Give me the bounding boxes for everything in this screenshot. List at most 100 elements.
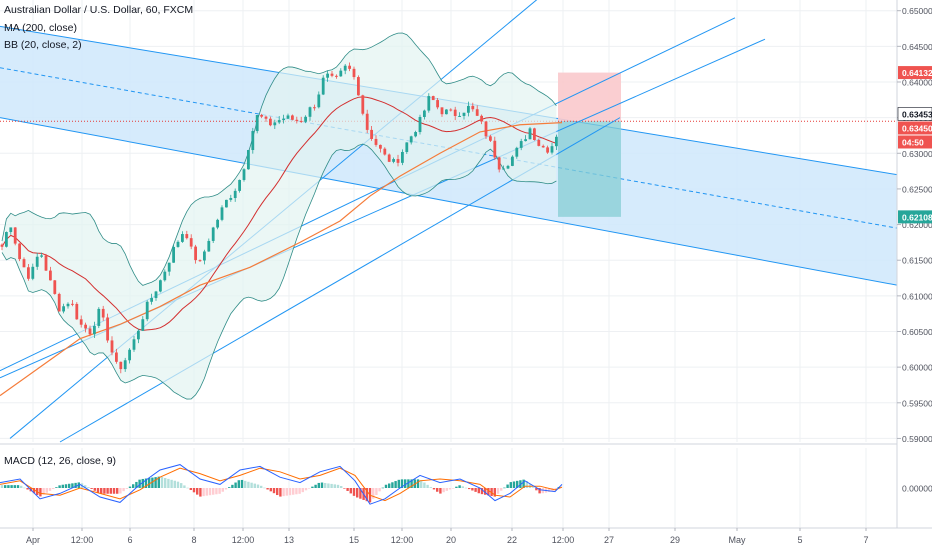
candle-body [524,139,527,142]
macd-histogram-bar [410,479,413,488]
channel-lower-line [0,117,898,286]
candle-body [396,159,400,163]
time-tick-label: 12:00 [232,535,255,545]
candle-body [528,128,532,140]
macd-histogram-bar [112,488,116,494]
price-candles [0,62,558,374]
bb-legend[interactable]: BB (20, close, 2) [4,39,82,51]
macd-histogram-bar [141,478,144,488]
candle-body [555,136,558,147]
candle-body [387,154,391,162]
macd-line [0,464,563,505]
candle-body [185,234,189,239]
candle-body [163,271,167,281]
macd-histogram-bar [52,488,55,490]
macd-histogram-bar [247,481,250,488]
macd-histogram-bar [202,488,205,497]
time-tick-label: 27 [604,535,614,545]
macd-histogram-bar [64,484,68,488]
macd-histogram-bar [506,484,509,488]
candle-body [27,267,30,279]
macd-histogram-bar [186,487,189,489]
macd-histogram-bar [525,481,528,488]
macd-histogram-bar [464,487,468,489]
macd-histogram-bar [122,488,125,492]
macd-histogram-bar [7,485,10,488]
macd-histogram-bar [45,488,48,493]
time-tick-label: 12:00 [391,535,414,545]
macd-histogram-bar [416,479,420,488]
macd-histogram-bar [442,488,445,493]
macd-histogram-bar [84,485,87,488]
macd-histogram-bar [55,487,58,488]
candle-body [418,116,422,133]
candle-body [277,120,281,123]
macd-histogram-bar [548,488,551,492]
macd-histogram-bar [256,484,260,488]
candle-body [370,129,373,139]
symbol-title[interactable]: Australian Dollar / U.S. Dollar, 60, FXC… [4,4,194,16]
macd-histogram-bar [170,479,173,488]
candle-body [431,96,435,101]
macd-histogram-bar [196,488,199,495]
candle-body [321,77,325,95]
macd-histogram-bar [183,485,186,488]
candle-body [123,360,127,370]
price-tick-label: 0.65000 [902,6,932,16]
macd-histogram-bar [269,488,272,492]
candle-body [150,298,153,302]
macd-histogram-bar [455,486,458,488]
macd-histogram-bar [260,485,263,488]
macd-histogram-bar [176,481,180,488]
macd-histogram-bar [324,482,327,488]
macd-histogram-bar [535,488,538,491]
macd-histogram-bar [13,485,16,488]
long-position-tool[interactable] [0,72,897,217]
macd-histogram-bar [388,483,391,488]
macd-histogram-bar [311,486,314,488]
candle-body [49,270,52,281]
macd-histogram-bar [474,488,477,492]
macd-histogram-bar [346,488,349,491]
macd-histogram-bar [503,487,506,489]
candle-body [233,190,237,199]
macd-histogram-bar [522,479,525,488]
macd-histogram-bar [224,488,228,490]
candle-body [339,70,343,77]
macd-histogram-bar [93,488,96,491]
macd-histogram-bar [90,488,93,489]
macd-histogram-bar [272,488,276,494]
candle-body [106,317,109,341]
candle-body [348,65,351,69]
ma-legend[interactable]: MA (200, close) [4,22,77,34]
macd-histogram-bar [0,485,4,488]
price-tick-label: 0.64500 [902,42,932,52]
macd-histogram-bar [445,488,448,491]
candle-body [405,142,409,152]
candle-body [242,169,246,180]
candle-body [71,303,74,305]
macd-histogram-bar [58,485,61,488]
macd-histogram-bar [365,488,368,502]
candle-body [119,361,123,370]
candle-body [550,146,554,153]
macd-histogram-bar [490,488,493,496]
candle-body [295,119,299,121]
macd-legend[interactable]: MACD (12, 26, close, 9) [4,455,117,467]
candle-body [471,105,475,110]
candle-body [361,95,365,114]
macd-histogram-bar [26,488,29,490]
candle-body [145,301,149,320]
price-tick-label: 0.62500 [902,184,932,194]
macd-histogram-bar [125,488,128,489]
candle-body [211,227,215,241]
candle-body [172,246,175,263]
time-tick-label: May [728,535,746,545]
time-tick-label: 29 [670,535,680,545]
macd-histogram-bar [461,486,464,488]
stop-zone [558,121,621,217]
candle-body [502,168,505,170]
